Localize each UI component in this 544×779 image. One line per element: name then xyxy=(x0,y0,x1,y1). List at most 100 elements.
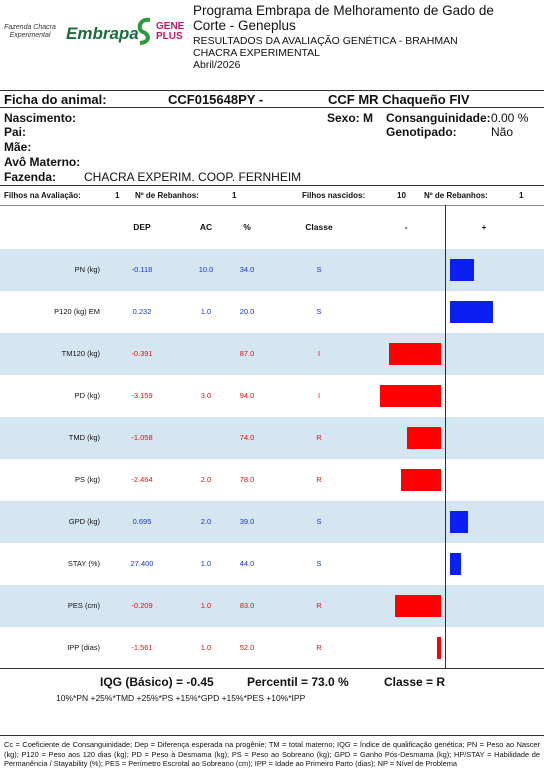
label: Pai: xyxy=(4,125,27,139)
row-bg xyxy=(0,333,544,375)
trait: PN (kg) xyxy=(74,265,100,274)
cell-classe: S xyxy=(316,265,322,274)
column-header: Classe xyxy=(305,222,333,232)
rule xyxy=(0,107,544,108)
cell-classe: R xyxy=(316,433,322,442)
label: Filhos nascidos: xyxy=(302,191,366,200)
cell-pct: 34.0 xyxy=(239,265,255,274)
label: Nº de Rebanhos: xyxy=(424,191,488,200)
label: Genotipado: xyxy=(386,125,457,139)
label: Ficha do animal: xyxy=(4,92,107,107)
geneplus-logo: GENE PLUS xyxy=(156,21,185,42)
cell-dep: -0.391 xyxy=(131,349,153,358)
value: Não xyxy=(491,125,514,139)
bar xyxy=(450,301,493,323)
trait: TMD (kg) xyxy=(68,433,100,442)
cell-pct: 39.0 xyxy=(239,517,255,526)
value: 10 xyxy=(397,191,406,200)
cell-ac: 3.0 xyxy=(200,391,212,400)
trait: TM120 (kg) xyxy=(61,349,100,358)
column-header: + xyxy=(481,222,487,232)
bar xyxy=(380,385,441,407)
column-header: % xyxy=(243,222,251,232)
label: Fazenda: xyxy=(4,170,57,184)
rule xyxy=(0,205,544,206)
cell-pct: 74.0 xyxy=(239,433,255,442)
cell-dep: 0.232 xyxy=(132,307,152,316)
value: 1 xyxy=(519,191,524,200)
trait: STAY (%) xyxy=(67,559,100,568)
cell-ac: 1.0 xyxy=(200,307,212,316)
cell-dep: -0.209 xyxy=(131,601,153,610)
formula: 10%*PN +25%*TMD +25%*PS +15%*GPD +15%*PE… xyxy=(56,693,306,703)
column-header: AC xyxy=(199,222,213,232)
label: Avô Materno: xyxy=(4,155,81,169)
bar xyxy=(395,595,441,617)
cell-ac: 1.0 xyxy=(200,559,212,568)
cell-dep: 0.695 xyxy=(132,517,152,526)
cell-pct: 52.0 xyxy=(239,643,255,652)
cell-classe: R xyxy=(316,475,322,484)
label: Mãe: xyxy=(4,140,32,154)
bar xyxy=(450,259,474,281)
trait: IPP (dias) xyxy=(67,643,100,652)
cell-dep: -0.118 xyxy=(131,265,153,274)
cell-ac: 2.0 xyxy=(200,475,212,484)
trait: P120 (kg) EM xyxy=(54,307,100,316)
title-line: Corte - Geneplus xyxy=(193,18,296,33)
legend: Cc = Coeficiente de Consanguinidade; Dep… xyxy=(4,740,540,768)
label: Sexo: M xyxy=(327,111,374,125)
value: 0.00 % xyxy=(491,111,529,125)
cell-pct: 44.0 xyxy=(239,559,255,568)
iqg: IQG (Básico) = -0.45 xyxy=(100,675,214,689)
label: Consanguinidade: xyxy=(386,111,491,125)
cell-ac: 1.0 xyxy=(200,643,212,652)
percentil: Percentil = 73.0 % xyxy=(247,675,349,689)
farm-logo: Fazenda Chacra Experimental xyxy=(4,24,56,39)
title-line: Programa Embrapa de Melhoramento de Gado… xyxy=(193,3,494,18)
row-bg xyxy=(0,417,544,459)
trait: GPD (kg) xyxy=(68,517,100,526)
bar xyxy=(389,343,441,365)
rule xyxy=(0,668,544,669)
cell-classe: I xyxy=(317,349,321,358)
cell-classe: S xyxy=(316,307,322,316)
geneplus-icon xyxy=(137,17,151,45)
animal-id: CCF015648PY - xyxy=(168,92,264,107)
cell-pct: 78.0 xyxy=(239,475,255,484)
bar xyxy=(407,427,441,449)
axis-line xyxy=(445,205,446,668)
cell-ac: 1.0 xyxy=(200,601,212,610)
title-line: Abril/2026 xyxy=(193,59,241,71)
rule xyxy=(0,90,544,91)
cell-dep: -2.464 xyxy=(131,475,153,484)
value: 1 xyxy=(232,191,237,200)
cell-dep: -3.159 xyxy=(131,391,153,400)
trait: PD (kg) xyxy=(74,391,100,400)
cell-classe: R xyxy=(316,643,322,652)
animal-name: CCF MR Chaqueño FIV xyxy=(328,92,470,107)
rule xyxy=(0,735,544,736)
bar xyxy=(401,469,441,491)
cell-classe: R xyxy=(316,601,322,610)
label: Nº de Rebanhos: xyxy=(135,191,199,200)
bar xyxy=(450,553,461,575)
cell-ac: 10.0 xyxy=(198,265,214,274)
cell-pct: 87.0 xyxy=(239,349,255,358)
cell-classe: S xyxy=(316,559,322,568)
row-bg xyxy=(0,585,544,627)
cell-dep: -1.561 xyxy=(131,643,153,652)
farm-value: CHACRA EXPERIM. COOP. FERNHEIM xyxy=(84,170,302,184)
title-line: RESULTADOS DA AVALIAÇÃO GENÉTICA - BRAHM… xyxy=(193,35,458,47)
embrapa-logo: Embrapa xyxy=(66,24,139,43)
bar xyxy=(437,637,441,659)
column-header: DEP xyxy=(133,222,151,232)
classe: Classe = R xyxy=(384,675,446,689)
label: Filhos na Avaliação: xyxy=(4,191,81,200)
cell-classe: S xyxy=(316,517,322,526)
cell-pct: 83.0 xyxy=(239,601,255,610)
label: Nascimento: xyxy=(4,111,77,125)
trait: PES (cm) xyxy=(67,601,100,610)
cell-pct: 20.0 xyxy=(239,307,255,316)
